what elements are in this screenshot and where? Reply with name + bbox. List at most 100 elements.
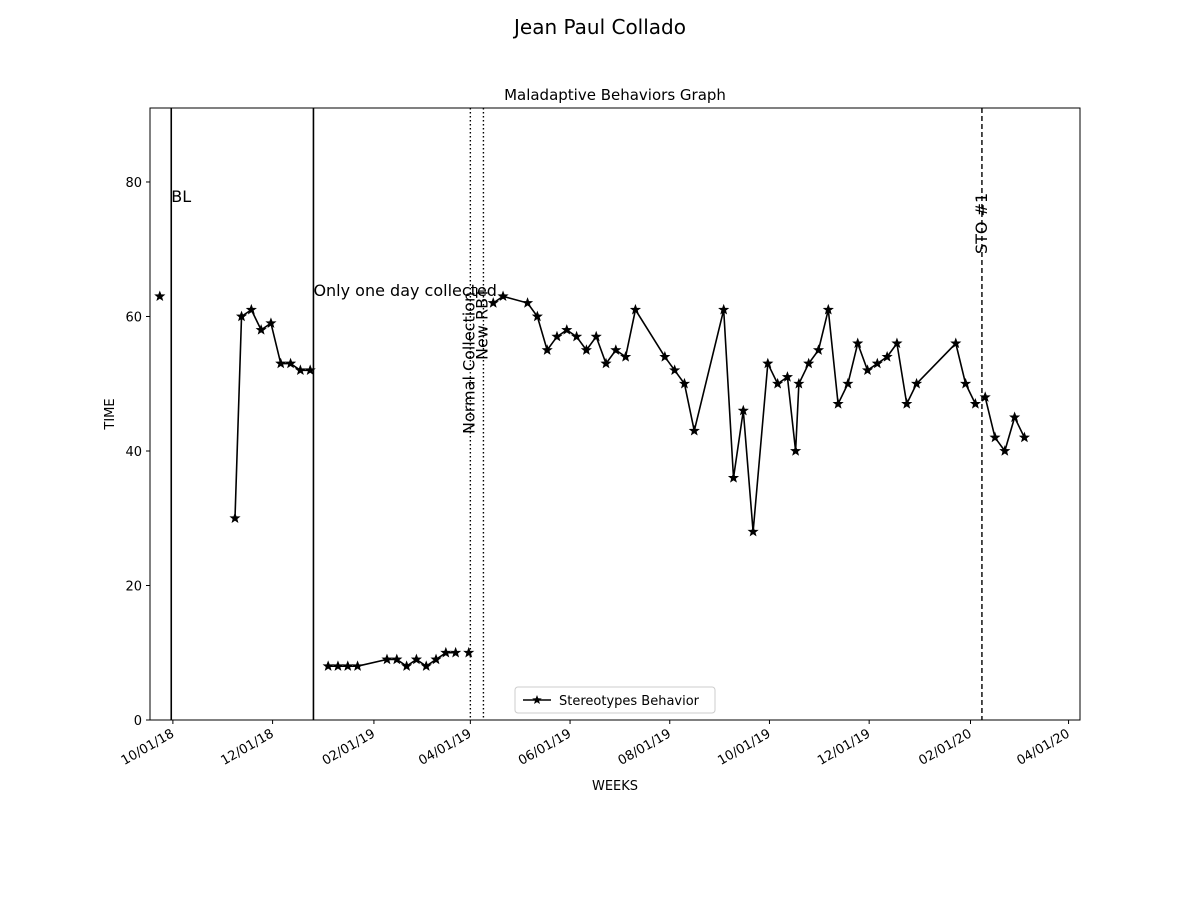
data-point [304,364,316,376]
data-point [737,404,749,416]
y-axis-label: TIME [103,398,118,430]
data-point [401,660,413,671]
series-line [984,397,1026,453]
data-point [881,350,893,362]
data-point [762,357,774,369]
data-point [294,364,306,376]
data-point [342,660,354,671]
data-point [901,398,913,409]
phase-label: Only one day collected [313,281,497,300]
data-point [871,357,883,369]
data-point [430,653,442,665]
data-point [620,350,632,362]
data-point [420,660,432,671]
data-point [580,344,592,355]
series-line [234,308,311,519]
data-point [531,310,543,322]
data-point [571,330,583,342]
data-point [803,357,815,369]
data-point [322,660,334,671]
data-point [629,303,642,315]
y-tick-label: 40 [125,445,142,460]
data-point [999,445,1011,456]
data-point [521,297,534,308]
x-tick-label: 12/01/19 [815,726,873,768]
data-point [910,377,923,389]
phase-label: BL [171,187,191,206]
data-point [381,653,393,665]
data-point [812,344,825,355]
x-tick-label: 10/01/18 [119,726,177,768]
x-tick-label: 12/01/18 [219,726,277,768]
data-point [790,445,802,456]
x-axis-label: WEEKS [592,779,638,794]
data-point [781,371,794,382]
x-tick-label: 04/01/20 [1014,726,1072,768]
x-tick-label: 02/01/20 [916,726,974,768]
data-point [1009,411,1021,423]
data-point [284,357,297,369]
data-point [969,398,981,409]
x-tick-label: 10/01/19 [715,726,773,768]
chart-suptitle: Jean Paul Collado [512,15,686,39]
data-point [610,344,622,355]
legend-marker [532,695,542,705]
data-point [1018,431,1030,443]
data-point [950,337,962,349]
data-point [410,653,422,665]
data-point [727,472,740,483]
data-point [497,290,509,302]
data-point [352,660,364,671]
data-point [960,377,972,389]
data-point [600,357,612,369]
data-point [154,290,166,302]
data-point [832,398,844,409]
data-point [861,364,874,376]
phase-label: Normal Collection [459,292,478,434]
data-point [793,377,805,389]
y-tick-label: 60 [125,310,142,325]
plot-frame [149,107,1081,721]
data-point [842,377,854,389]
data-point [235,310,248,322]
data-point [590,330,602,342]
data-point [852,337,864,349]
data-point [561,324,573,335]
plot-area: 0 20 40 60 80 10/01/18 12/01/18 02/01/19 04/01/1… [119,107,1081,769]
chart-title: Maladaptive Behaviors Graph [504,86,726,104]
x-tick-label: 04/01/19 [416,726,474,768]
data-point [229,512,241,523]
legend-box [514,686,716,714]
data-point [541,344,553,355]
data-point [440,646,452,658]
data-point [979,391,991,402]
x-tick-label: 02/01/19 [320,726,378,768]
data-point [659,350,671,362]
x-tick-label: 08/01/19 [616,726,674,768]
legend-entry: Stereotypes Behavior [559,694,700,709]
data-point [551,330,563,342]
data-point [391,653,403,665]
data-point [669,364,681,376]
phase-label: New RBT [472,288,491,360]
data-point [718,303,730,315]
data-point [989,431,1001,443]
data-point [450,646,462,658]
data-point [772,377,784,389]
data-point [678,377,691,389]
data-point [891,337,903,349]
data-point [487,297,499,308]
y-tick-label: 80 [125,176,142,191]
data-point [265,317,277,328]
y-tick-label: 20 [125,579,142,594]
x-tick-label: 06/01/19 [516,726,574,768]
y-tick-label: 0 [134,714,142,729]
data-point [688,424,700,436]
data-point [275,357,287,369]
data-point [747,525,759,537]
data-point [463,646,475,658]
data-point [255,324,267,335]
data-point [245,303,257,315]
phase-label: STO #1 [972,193,991,254]
